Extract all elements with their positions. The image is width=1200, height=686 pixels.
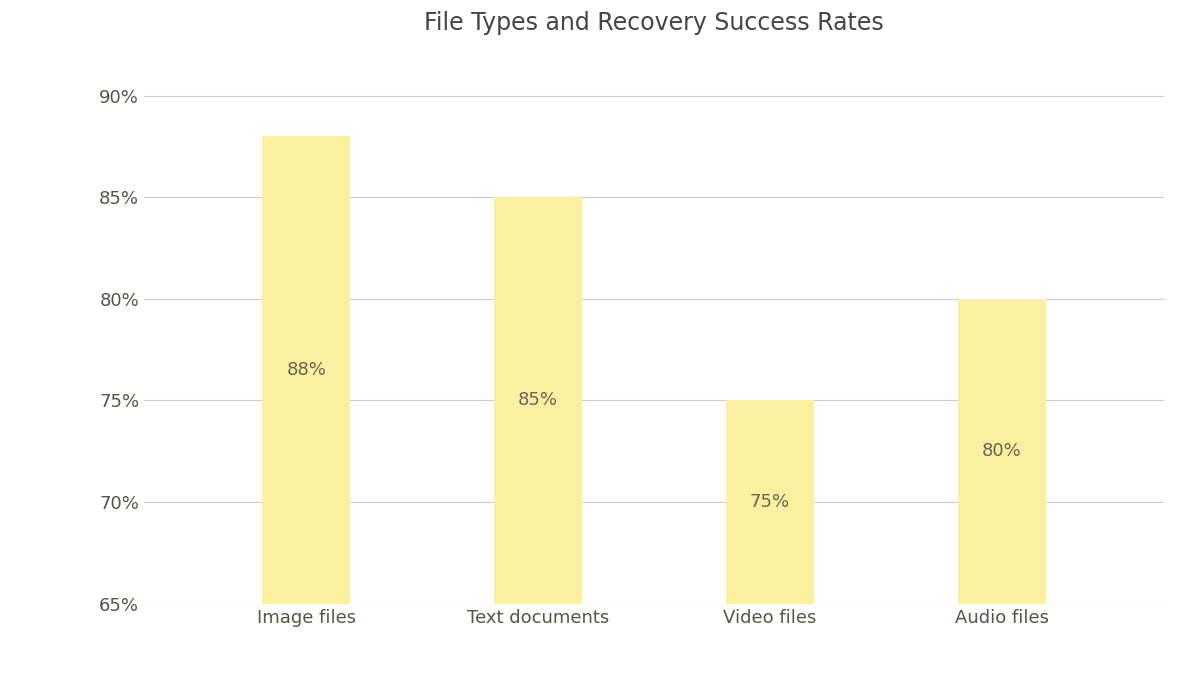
Bar <box>263 137 350 604</box>
Text: 85%: 85% <box>518 392 558 410</box>
Title: File Types and Recovery Success Rates: File Types and Recovery Success Rates <box>424 11 884 35</box>
Text: 80%: 80% <box>982 442 1021 460</box>
Text: 88%: 88% <box>287 361 326 379</box>
Bar <box>958 299 1045 604</box>
Text: 75%: 75% <box>750 493 790 511</box>
Bar <box>494 197 582 604</box>
Bar <box>726 401 814 604</box>
